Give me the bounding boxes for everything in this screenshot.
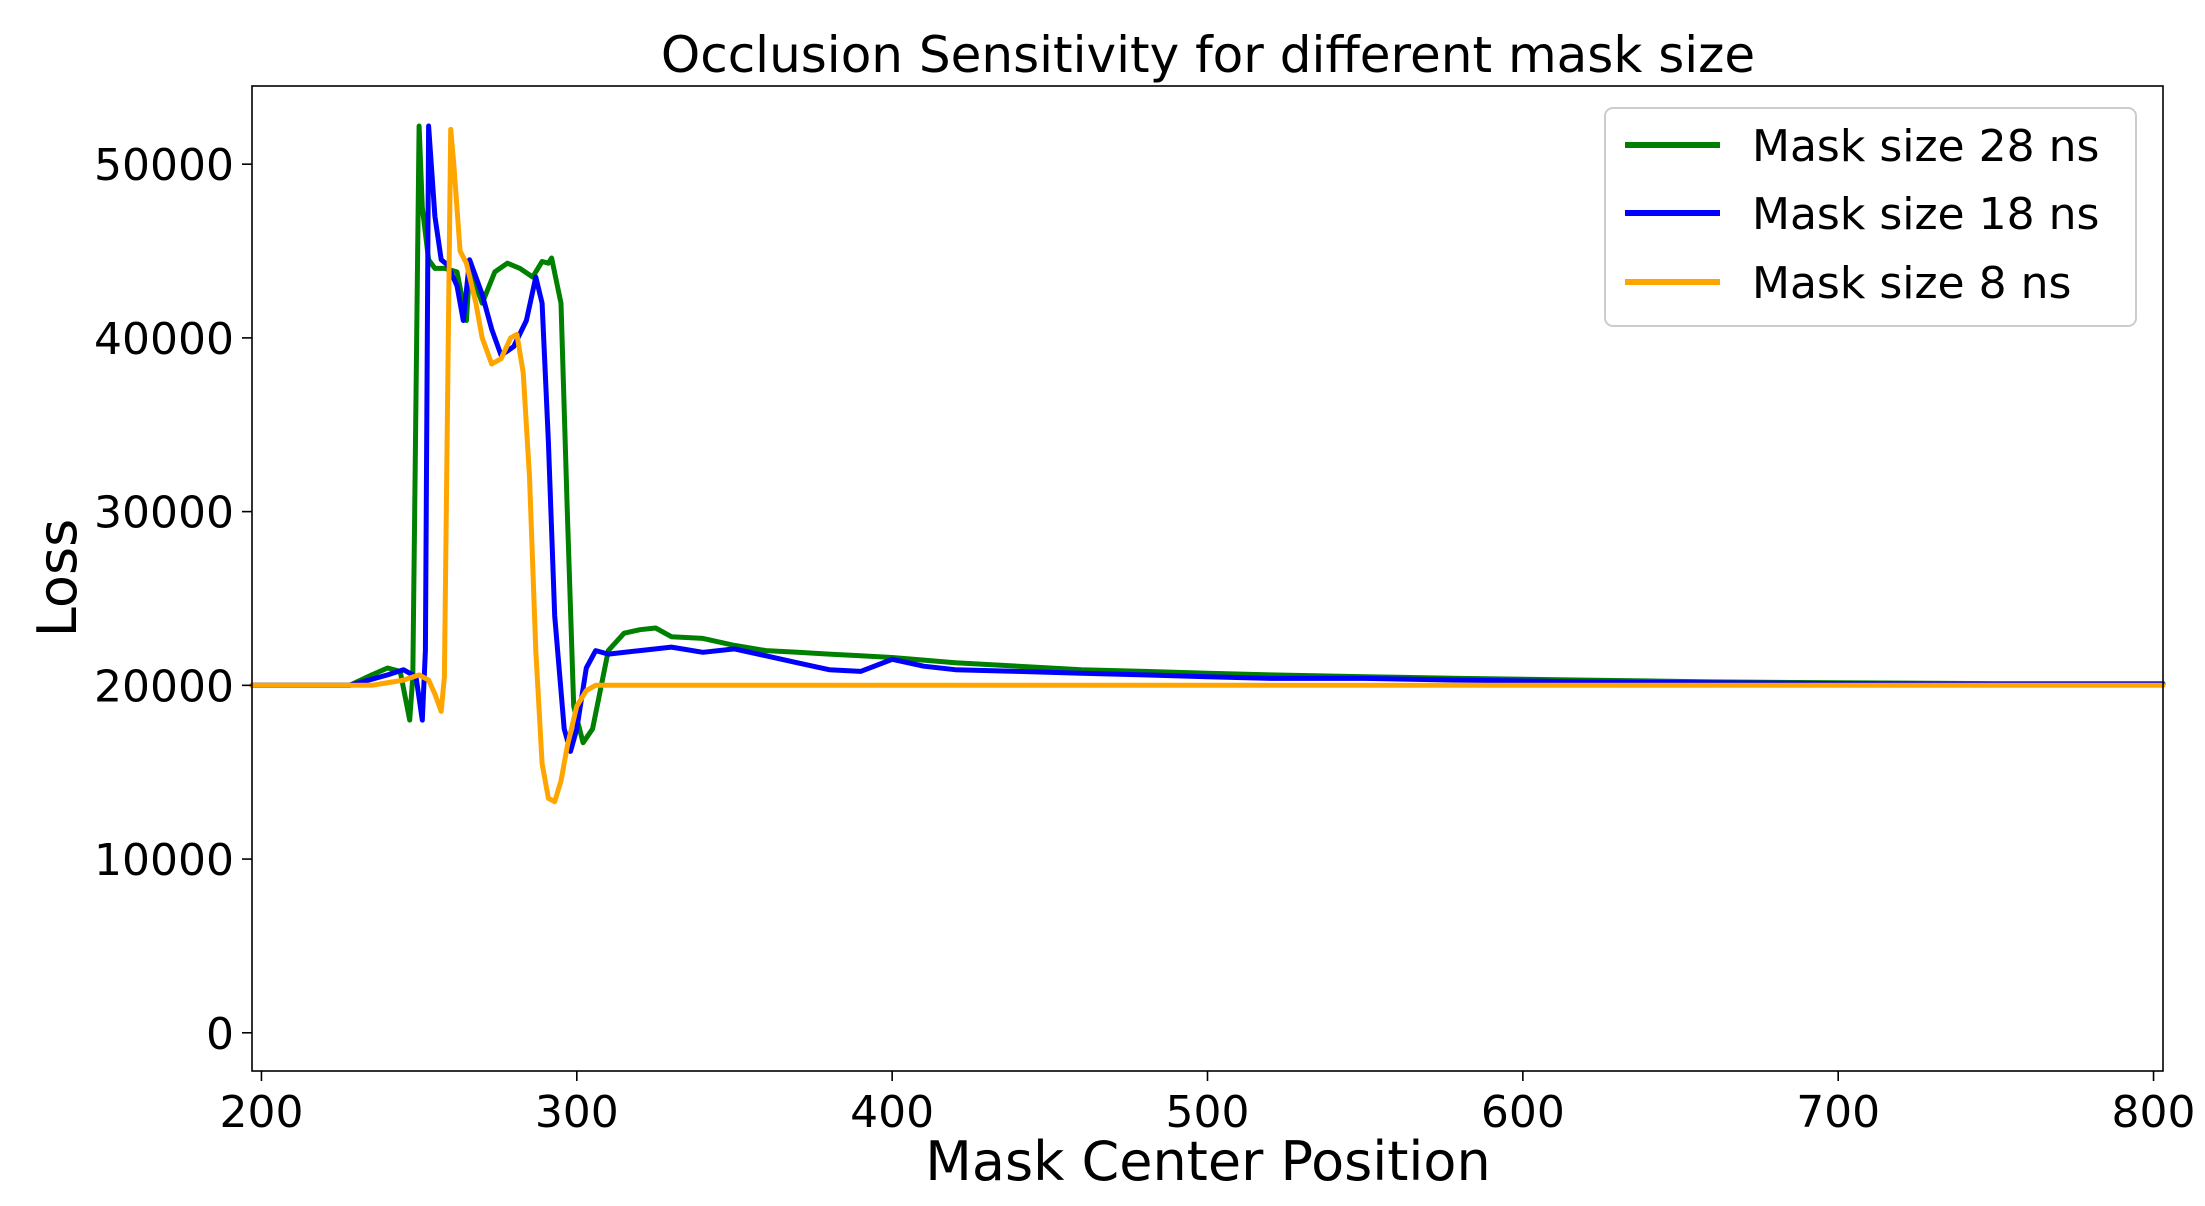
x-axis-label: Mask Center Position: [925, 1130, 1490, 1193]
y-axis-label: Loss: [26, 519, 89, 637]
legend-label-18ns: Mask size 18 ns: [1752, 189, 2099, 240]
y-axis-ticks: 0 10000 20000 30000 40000 50000: [94, 140, 252, 1060]
x-tick-label: 800: [2112, 1087, 2196, 1138]
x-tick-label: 200: [219, 1087, 303, 1138]
legend-label-8ns: Mask size 8 ns: [1752, 258, 2071, 309]
x-tick-label: 500: [1166, 1087, 1250, 1138]
x-axis-ticks: 200 300 400 500 600 700 800: [219, 1071, 2196, 1138]
y-tick-label: 40000: [94, 314, 234, 365]
x-tick-label: 700: [1796, 1087, 1880, 1138]
y-tick-label: 30000: [94, 488, 234, 539]
y-tick-label: 10000: [94, 835, 234, 886]
series-line-mask-size-18-ns: [249, 123, 2166, 754]
y-tick-label: 50000: [94, 140, 234, 191]
x-tick-label: 600: [1481, 1087, 1565, 1138]
legend: Mask size 28 ns Mask size 18 ns Mask siz…: [1604, 107, 2137, 327]
series-layer: [249, 123, 2166, 805]
x-tick-label: 300: [535, 1087, 619, 1138]
series-line-mask-size-8-ns: [249, 126, 2166, 805]
x-tick-label: 400: [850, 1087, 934, 1138]
y-tick-label: 20000: [94, 661, 234, 712]
chart-title: Occlusion Sensitivity for different mask…: [661, 26, 1755, 84]
legend-box: [1604, 107, 2137, 327]
y-tick-label: 0: [206, 1009, 234, 1060]
legend-label-28ns: Mask size 28 ns: [1752, 121, 2099, 172]
